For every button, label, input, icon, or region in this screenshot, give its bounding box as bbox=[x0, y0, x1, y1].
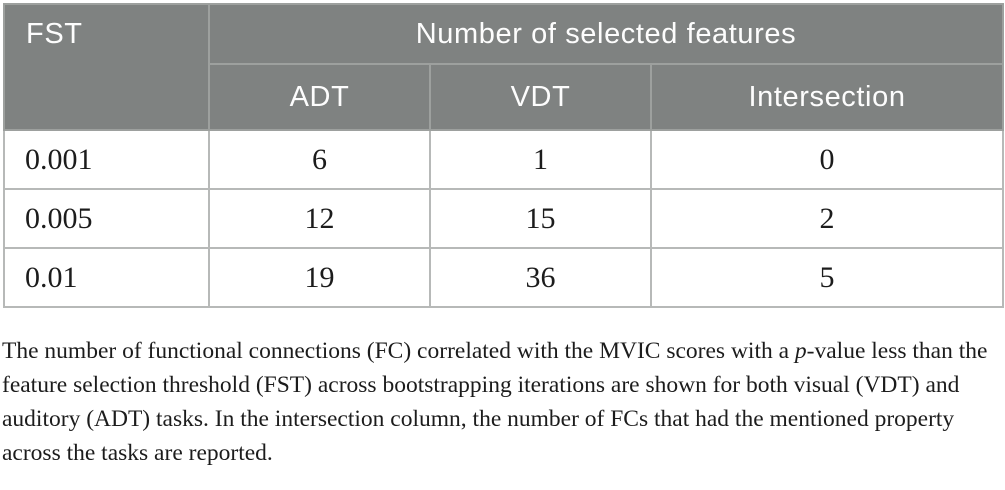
header-vdt: VDT bbox=[429, 63, 652, 131]
results-table: FST Number of selected features ADT VDT … bbox=[3, 3, 1004, 308]
cell-fst: 0.005 bbox=[3, 188, 210, 249]
cell-adt: 6 bbox=[208, 129, 431, 190]
table-footnote: The number of functional connections (FC… bbox=[2, 334, 1003, 470]
footnote-text-part2: -value less than the feature selection t… bbox=[2, 338, 988, 466]
cell-vdt: 36 bbox=[429, 247, 652, 308]
cell-vdt: 1 bbox=[429, 129, 652, 190]
header-fst: FST bbox=[3, 3, 210, 131]
header-intersection: Intersection bbox=[650, 63, 1004, 131]
cell-adt: 19 bbox=[208, 247, 431, 308]
table-body: 0.001 6 1 0 0.005 12 15 2 0.01 19 36 5 bbox=[3, 129, 1004, 308]
cell-intersection: 5 bbox=[650, 247, 1004, 308]
table-header: FST Number of selected features ADT VDT … bbox=[3, 3, 1004, 131]
cell-vdt: 15 bbox=[429, 188, 652, 249]
cell-adt: 12 bbox=[208, 188, 431, 249]
header-group-selected-features: Number of selected features bbox=[208, 3, 1004, 65]
table-row: 0.001 6 1 0 bbox=[3, 129, 1004, 190]
footnote-italic-p: p bbox=[794, 338, 807, 364]
cell-intersection: 0 bbox=[650, 129, 1004, 190]
cell-intersection: 2 bbox=[650, 188, 1004, 249]
header-adt: ADT bbox=[208, 63, 431, 131]
cell-fst: 0.001 bbox=[3, 129, 210, 190]
table-row: 0.005 12 15 2 bbox=[3, 188, 1004, 249]
header-row-group: FST Number of selected features bbox=[3, 3, 1004, 131]
header-row-columns: ADT VDT Intersection bbox=[4, 63, 1004, 131]
footnote-text-part1: The number of functional connections (FC… bbox=[2, 338, 795, 364]
cell-fst: 0.01 bbox=[3, 247, 210, 308]
table-row: 0.01 19 36 5 bbox=[3, 247, 1004, 308]
